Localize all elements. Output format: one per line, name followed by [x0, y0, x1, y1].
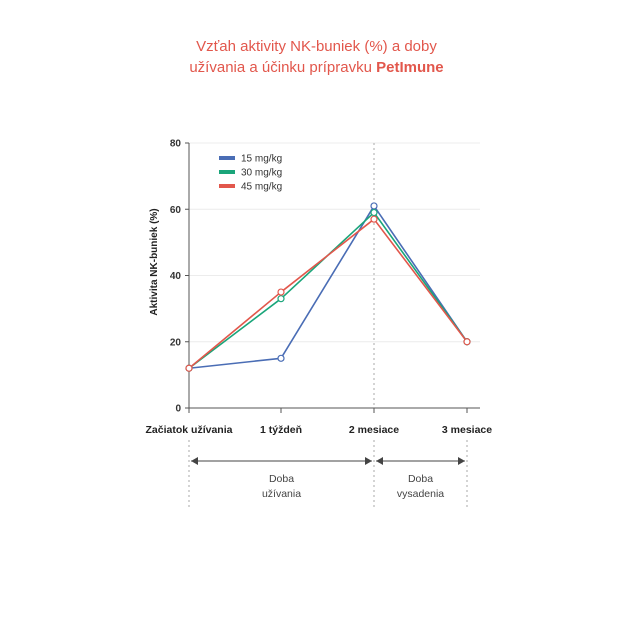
- x-ticks: Začiatok užívania 1 týždeň 2 mesiace 3 mesi…: [146, 408, 492, 436]
- series-15-mg-kg-point: [277, 354, 285, 362]
- y-tick-label: 60: [170, 205, 182, 216]
- y-tick-label: 20: [170, 337, 182, 348]
- grid-lines: [189, 142, 480, 343]
- phase-arrow-head-right: [458, 457, 465, 465]
- title-line-2: užívania a účinku prípravku PetImune: [0, 57, 633, 78]
- x-tick-label: 2 mesiace: [349, 424, 399, 436]
- phase-label-line-1: Doba: [269, 473, 294, 485]
- y-axis-label: Aktivita NK-buniek (%): [149, 208, 160, 315]
- phase-arrow-head-left: [191, 457, 198, 465]
- y-tick-label: 80: [170, 139, 182, 150]
- x-tick-label: 1 týždeň: [260, 424, 302, 436]
- x-tick-label: Začiatok užívania: [146, 424, 233, 436]
- chart-title: Vzťah aktivity NK-buniek (%) a doby užív…: [0, 36, 633, 78]
- phase-label-line-2: užívania: [262, 488, 301, 500]
- phase-label-line-2: vysadenia: [397, 488, 444, 500]
- legend-swatch: [219, 156, 235, 160]
- series-30-mg-kg-point: [370, 208, 378, 217]
- series-15-mg-kg-line: [188, 205, 468, 370]
- brand-name: PetImune: [376, 59, 444, 76]
- legend-label: 45 mg/kg: [241, 182, 282, 193]
- legend-label: 30 mg/kg: [241, 168, 282, 179]
- legend-label: 15 mg/kg: [241, 154, 282, 165]
- y-tick-label: 0: [175, 404, 181, 415]
- legend-swatch: [219, 184, 235, 188]
- series-45-mg-kg-point: [277, 288, 285, 296]
- phase-arrow-head-right: [365, 457, 372, 465]
- series-45-mg-kg-point: [370, 215, 378, 223]
- phase-label-line-1: Doba: [408, 473, 433, 485]
- title-line-2-text: užívania a účinku prípravku: [189, 59, 377, 76]
- series-lines: [185, 202, 471, 372]
- title-line-1: Vzťah aktivity NK-buniek (%) a doby: [196, 38, 437, 55]
- phase-arrow-head-left: [376, 457, 383, 465]
- legend-swatch: [219, 170, 235, 174]
- series-45-mg-kg-point: [185, 364, 193, 372]
- x-tick-label: 3 mesiace: [442, 424, 492, 436]
- y-ticks: 0 20 40 60 80: [170, 139, 189, 415]
- legend: 15 mg/kg 30 mg/kg 45 mg/kg: [219, 154, 282, 193]
- phase-annotations: Doba užívania Doba vysadenia: [191, 457, 465, 500]
- series-15-mg-kg-point: [370, 202, 378, 210]
- series-30-mg-kg-point: [277, 295, 285, 303]
- series-45-mg-kg-point: [463, 338, 471, 346]
- y-tick-label: 40: [170, 271, 182, 282]
- series-45-mg-kg-line: [188, 218, 468, 369]
- series-30-mg-kg-line: [188, 211, 468, 369]
- phase-divider: [188, 143, 468, 508]
